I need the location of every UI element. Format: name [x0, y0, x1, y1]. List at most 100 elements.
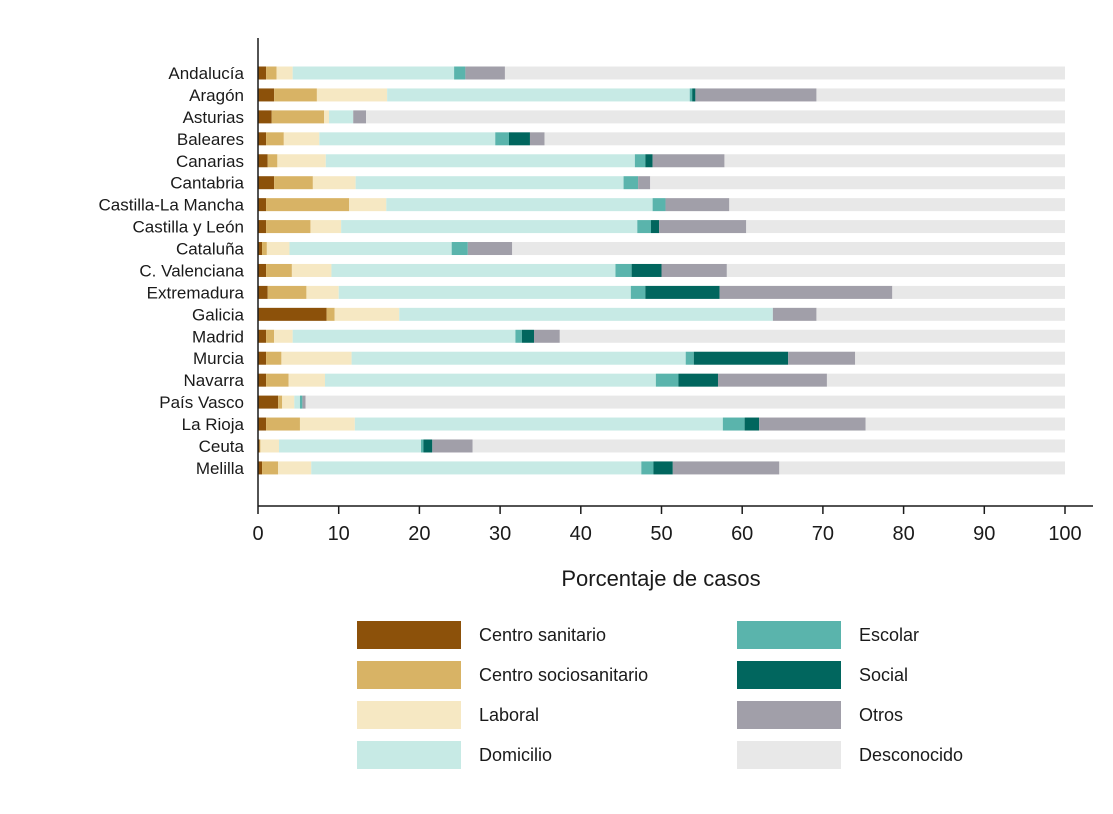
legend-swatch	[737, 661, 841, 689]
bar-segment	[258, 66, 267, 80]
bar-segment	[508, 132, 530, 146]
bar-segment	[258, 329, 267, 343]
bar-segment	[387, 88, 690, 102]
legend-item: Otros	[737, 701, 903, 729]
bar-segment	[512, 242, 1065, 256]
bar-segment	[302, 395, 306, 409]
bar-segment	[258, 154, 268, 168]
bar-segment	[267, 285, 307, 299]
bar-segment	[288, 373, 325, 387]
category-label: País Vasco	[159, 393, 244, 412]
bar-segment	[645, 154, 653, 168]
bar-segment	[274, 176, 313, 190]
bar-segment	[816, 88, 1065, 102]
legend-item: Laboral	[357, 701, 539, 729]
bar-segment	[311, 461, 642, 475]
x-axis-title: Porcentaje de casos	[561, 566, 760, 591]
category-labels: Andalucía Aragón Asturias Baleares Canarias C…	[98, 64, 244, 478]
category-label: Navarra	[184, 371, 245, 390]
bar-segment	[722, 417, 745, 431]
bar-segment	[719, 285, 893, 299]
legend-label: Centro sociosanitario	[479, 665, 648, 685]
legend-label: Desconocido	[859, 745, 963, 765]
bar-segment	[258, 373, 267, 387]
bar-segment	[729, 198, 1065, 212]
bar-segment	[623, 176, 639, 190]
bar-segment	[258, 88, 275, 102]
legend-item: Escolar	[737, 621, 919, 649]
bar-segment	[432, 439, 473, 453]
bar-segment	[788, 351, 856, 365]
bar-segment	[816, 307, 1065, 321]
bar-segment	[306, 285, 339, 299]
legend: Centro sanitario Centro sociosanitario Lab…	[357, 621, 963, 769]
bar-segment	[338, 285, 631, 299]
bar-segment	[559, 329, 1065, 343]
bar-segment	[865, 417, 1065, 431]
bar-segment	[258, 307, 327, 321]
bar-segment	[260, 439, 279, 453]
bar-segment	[692, 88, 696, 102]
x-tick-label: 20	[408, 523, 430, 545]
legend-swatch	[357, 621, 461, 649]
category-label: Baleares	[177, 130, 244, 149]
x-tick-label: 80	[892, 523, 914, 545]
bar-segment	[454, 66, 466, 80]
bar-segment	[349, 198, 387, 212]
bar-segment	[726, 263, 1065, 277]
bar-segment	[258, 220, 267, 234]
bar-segment	[685, 351, 694, 365]
x-tick-label: 100	[1048, 523, 1081, 545]
bar-segment	[266, 329, 275, 343]
x-tick-label: 10	[328, 523, 350, 545]
category-label: Castilla y León	[132, 218, 244, 237]
category-label: Ceuta	[199, 437, 245, 456]
bar-segment	[258, 132, 267, 146]
bar-segment	[855, 351, 1065, 365]
bar-segment	[271, 110, 325, 124]
bar-segment	[826, 373, 1065, 387]
bar-segment	[326, 307, 335, 321]
bar-segment	[316, 88, 388, 102]
bar-segment	[650, 176, 1065, 190]
bar-segment	[661, 263, 727, 277]
bar-segment	[521, 329, 534, 343]
bar-segment	[665, 198, 730, 212]
category-label: Madrid	[192, 327, 244, 346]
bar-segment	[465, 66, 505, 80]
bar-segment	[266, 132, 284, 146]
category-label: La Rioja	[182, 415, 245, 434]
bar-segment	[274, 88, 317, 102]
bar-segment	[277, 154, 326, 168]
legend-item: Domicilio	[357, 741, 552, 769]
legend-label: Laboral	[479, 705, 539, 725]
bar-segment	[529, 132, 545, 146]
bar-segment	[354, 417, 723, 431]
bar-segment	[259, 439, 261, 453]
bar-segment	[653, 461, 673, 475]
legend-swatch	[737, 621, 841, 649]
bar-segment	[615, 263, 632, 277]
bar-segment	[652, 198, 666, 212]
bar-segment	[266, 198, 350, 212]
bar-segment	[351, 351, 686, 365]
category-label: Murcia	[193, 349, 245, 368]
bar-segment	[267, 154, 278, 168]
bar-segment	[266, 220, 311, 234]
bar-segment	[258, 395, 279, 409]
bar-segment	[472, 439, 1065, 453]
bar-segment	[504, 66, 1065, 80]
legend-item: Centro sociosanitario	[357, 661, 648, 689]
bar-segment	[299, 417, 355, 431]
bar-segment	[282, 395, 295, 409]
bar-segment	[772, 307, 817, 321]
bar-segment	[266, 242, 290, 256]
legend-label: Centro sanitario	[479, 625, 606, 645]
bar-segment	[645, 285, 720, 299]
bar-segment	[353, 110, 367, 124]
bar-segment	[634, 154, 646, 168]
bar-segment	[659, 220, 747, 234]
bar-segment	[291, 263, 332, 277]
bar-segment	[672, 461, 780, 475]
category-label: Castilla-La Mancha	[98, 196, 244, 215]
